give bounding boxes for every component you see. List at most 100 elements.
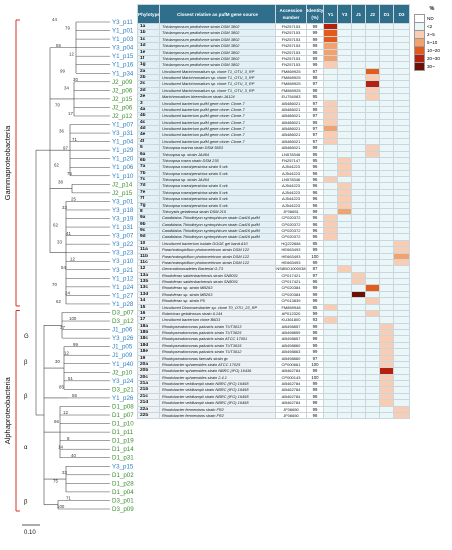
bootstrap-value: 97 [63,145,68,150]
bootstrap-value: 12 [70,256,75,261]
table-row: 9b Candidatus Thiodictyon syntrophicum st… [137,220,410,229]
bootstrap-value: 12 [69,51,74,56]
table-row: 13c Rhodoferax sp. strain MB263 CP020384 99 [137,284,410,292]
table-header-row: Phylotype Closest relative as pufM gene … [137,4,410,24]
bootstrap-value: 75 [67,171,72,176]
bootstrap-value: 85 [59,385,64,390]
table-row: 1c Thiolamprovum pedioforme strain DSM 38… [137,35,410,44]
leaf-label: J2_p10 [112,369,133,376]
header-identity: Identity (%) [306,4,324,24]
subclass-label: β [24,394,28,400]
gammaproteobacteria-label: Gammaproteobacteria [3,125,12,200]
leaf-label: Y1_p31 [112,224,134,231]
header-accession: Accession number [275,4,307,24]
leaf-label: D1_p31 [112,455,134,462]
bootstrap-value: 71 [66,496,71,501]
table-row: 13a Rhodoferax saidenbachensis strain SN8… [137,271,410,280]
leaf-label: J2_p06 [112,104,133,111]
alphaproteobacteria-label: Alphaproteobacteria [3,376,12,444]
leaf-label: J2_p15 [112,190,133,197]
leaf-label: D1_p08 [112,403,134,410]
subclass-label: β [24,499,28,505]
accession-cell: NS8BO1000038 [275,265,307,273]
leaf-label: Y1_p07 [112,122,134,129]
table-row: 1e Thiolamprovum pedioforme strain DSM 38… [137,48,410,56]
bootstrap-value: 99 [60,68,65,73]
closest-relative-cell: Candidatus Thiodictyon syntrophicum stra… [159,214,276,222]
header-sample-d1: D1 [379,4,394,24]
leaf-label: Y1_p15 [112,53,134,60]
leaf-label: Y3_p07 [112,233,134,240]
table-row: 5 Thiocapsa marina strain DSM 5653 AB48602… [137,144,410,152]
bootstrap-value: 33 [62,205,67,210]
leaf-label: Y1_p01 [112,28,134,35]
leaf-label: J2_p12 [112,113,133,120]
legend-label: 30~ [427,63,435,69]
leaf-label: Y1_p04 [112,139,134,146]
leaf-label: Y3_p24 [112,378,134,385]
table-row: 2e Marichromatium bheemlicum strain JA124… [137,93,410,101]
leaf-label: Y1_p16 [112,62,134,69]
leaf-label: J2_p14 [112,181,133,188]
bootstrap-value: 14 [58,444,63,449]
table-row: 7f Thiocapsa rosea/persicina strain 5 ork… [137,195,410,203]
leaf-label: Y3_p21 [112,267,134,274]
table-row: 7g Thiocapsa rosea/persicina strain 5 ork… [137,201,410,209]
leaf-label: Y1_p10 [112,173,134,180]
table-row: 4c Uncultured bacterium pufM gene clone: … [137,118,410,127]
legend-label: 20~30 [427,55,440,61]
table-row: 21c Rhodobacter veldkampii strain NBRC (I… [137,392,410,401]
bootstrap-value: 100 [69,316,77,321]
table-row: 1g Thiolamprovum pedioforme strain DSM 38… [137,61,410,69]
leaf-label: J1_p06 [112,327,133,334]
leaf-label: J2_p06 [112,87,133,94]
leaf-label: Y3_p18 [112,207,134,214]
legend-item: 30~ [414,61,450,71]
header-sample-j1: J1 [351,4,366,24]
table-row: 15 Uncultured Dinoroseobacter sp. clone T… [137,303,410,311]
bootstrap-value: 79 [65,26,70,31]
closest-relative-cell: Candidatus Thiodictyon syntrophicum stra… [159,220,276,229]
table-row: 2a Uncultured Marichromatium sp. clone T1… [137,67,410,76]
bootstrap-value: 12 [64,350,69,355]
bootstrap-value: 44 [52,17,57,22]
accession-cell: JF06650 [275,411,307,420]
leaf-label: D1_p02 [112,472,134,479]
table-row: 7e Thiocapsa rosea/persicina strain 5 ork… [137,188,410,197]
leaf-label: Y3_p11 [112,19,133,26]
table-row: 18c Rhodopseudomonas palustris strain ATC… [137,335,410,343]
header-sample-d3: D3 [393,4,410,24]
leaf-label: J1_p09 [112,352,133,359]
subclass-label: G [24,334,29,340]
scale-bar-label: 0.10 [24,530,36,536]
legend-label: 5~10 [427,39,438,45]
bootstrap-value: 62 [54,162,59,167]
leaf-label: Y3_p22 [112,241,134,248]
table-row: 21b Rhodobacter veldkampii strain NBRC (I… [137,386,410,394]
table-row: 1f Thiolamprovum pedioforme strain DSM 38… [137,54,410,63]
heatmap-cell [351,411,366,420]
leaf-label: Y1_p26 [112,395,134,402]
bootstrap-value: 17 [68,111,73,116]
heatmap-legend: % ND <2 2~5 5~10 10~20 20~30 30~ [414,6,450,71]
table-row: 9c Candidatus Thiodictyon syntrophicum st… [137,226,410,235]
phylotype-cell: 22b [137,411,160,420]
table-row: 7b Thiocapsa rosea/persicina strain 5 ork… [137,169,410,178]
table-row: 1a Thiolamprovum pedioforme strain DSM 38… [137,22,410,31]
table-row: 7d Thiocapsa rosea/persicina strain 5 ork… [137,182,410,190]
leaf-label: Y1_p24 [112,284,134,291]
header-sample-j2: J2 [365,4,380,24]
bootstrap-value: 36 [59,128,64,133]
leaf-label: D1_p10 [112,421,134,428]
leaf-label: Y3_p23 [112,250,134,257]
leaf-label: D3_p21 [112,386,134,393]
bootstrap-value: 41 [66,231,71,236]
leaf-label: D1_p04 [112,489,134,496]
closest-relative-cell: Rhodobacter fermentans strain FR2 [159,411,276,420]
table-row: 10 Uncultured bacterium isolate DGGE gel … [137,239,410,248]
table-row: 20a Rhodobacter sphaeroides strain ATCC 1… [137,360,410,369]
bootstrap-value: 38 [58,180,63,185]
subclass-label: β [24,360,28,366]
bootstrap-value: 33 [62,470,67,475]
table-row: 22a Rhodobacter fermentans strain FR2 JF06… [137,405,410,413]
